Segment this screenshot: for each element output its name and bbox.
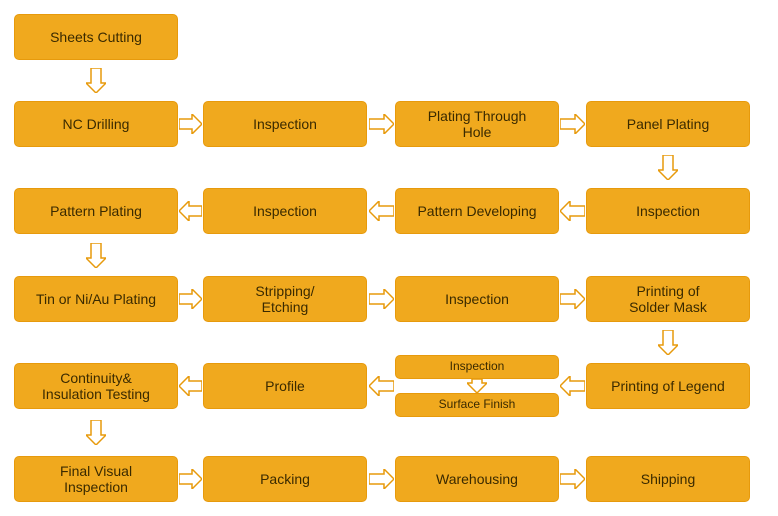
arrow-h-r3-c0 [179,289,202,309]
node-inspection-3-label: Inspection [636,203,700,219]
node-stripping-etching-label: Stripping/Etching [255,283,314,315]
arrow-v-c3-r3 [658,330,678,355]
node-printing-legend-label: Printing of Legend [611,378,725,394]
node-panel-plating-label: Panel Plating [627,116,710,132]
arrow-h-r2-c2 [560,201,585,221]
node-continuity-insulation-label: Continuity&Insulation Testing [42,370,150,402]
node-inspection-5: Inspection [395,355,559,379]
arrow-h-r4-c1 [369,376,394,396]
arrow-inspection-to-surface-finish [467,379,487,393]
node-inspection-1: Inspection [203,101,367,147]
arrow-h-r3-c2 [560,289,585,309]
node-nc-drilling-label: NC Drilling [63,116,130,132]
node-tin-niau-plating-label: Tin or Ni/Au Plating [36,291,156,307]
arrow-h-r5-c0 [179,469,202,489]
node-inspection-1-label: Inspection [253,116,317,132]
node-final-visual-inspection: Final VisualInspection [14,456,178,502]
node-tin-niau-plating: Tin or Ni/Au Plating [14,276,178,322]
node-stripping-etching: Stripping/Etching [203,276,367,322]
node-continuity-insulation: Continuity&Insulation Testing [14,363,178,409]
node-surface-finish: Surface Finish [395,393,559,417]
node-inspection-2-label: Inspection [253,203,317,219]
arrow-v-c3-r1 [658,155,678,180]
arrow-h-r5-c2 [560,469,585,489]
node-pattern-developing: Pattern Developing [395,188,559,234]
arrow-v-c0-r4 [86,420,106,445]
node-plating-through-hole-label: Plating ThroughHole [428,108,527,140]
node-packing-label: Packing [260,471,310,487]
arrow-h-r2-c0 [179,201,202,221]
node-profile-label: Profile [265,378,305,394]
node-printing-legend: Printing of Legend [586,363,750,409]
node-inspection-3: Inspection [586,188,750,234]
arrow-h-r3-c1 [369,289,394,309]
node-inspection-2: Inspection [203,188,367,234]
node-pattern-plating-label: Pattern Plating [50,203,142,219]
node-pattern-developing-label: Pattern Developing [417,203,536,219]
node-nc-drilling: NC Drilling [14,101,178,147]
node-sheets-cutting: Sheets Cutting [14,14,178,60]
node-shipping: Shipping [586,456,750,502]
arrow-h-r2-c1 [369,201,394,221]
arrow-v-c0-r2 [86,243,106,268]
node-plating-through-hole: Plating ThroughHole [395,101,559,147]
node-warehousing-label: Warehousing [436,471,518,487]
node-profile: Profile [203,363,367,409]
arrow-h-r1-c0 [179,114,202,134]
node-inspection-5-label: Inspection [450,360,505,374]
flowchart-diagram: Sheets Cutting NC Drilling Inspection Plati… [0,0,778,516]
node-warehousing: Warehousing [395,456,559,502]
arrow-h-r4-c2 [560,376,585,396]
node-inspection-4-label: Inspection [445,291,509,307]
node-pattern-plating: Pattern Plating [14,188,178,234]
node-final-visual-inspection-label: Final VisualInspection [60,463,132,495]
arrow-h-r1-c2 [560,114,585,134]
arrow-h-r4-c0 [179,376,202,396]
node-printing-solder-mask-label: Printing ofSolder Mask [629,283,707,315]
node-surface-finish-label: Surface Finish [439,398,516,412]
node-sheets-cutting-label: Sheets Cutting [50,29,142,45]
node-packing: Packing [203,456,367,502]
arrow-v-c0-r0 [86,68,106,93]
node-panel-plating: Panel Plating [586,101,750,147]
node-inspection-4: Inspection [395,276,559,322]
node-shipping-label: Shipping [641,471,696,487]
node-printing-solder-mask: Printing ofSolder Mask [586,276,750,322]
arrow-h-r5-c1 [369,469,394,489]
arrow-h-r1-c1 [369,114,394,134]
